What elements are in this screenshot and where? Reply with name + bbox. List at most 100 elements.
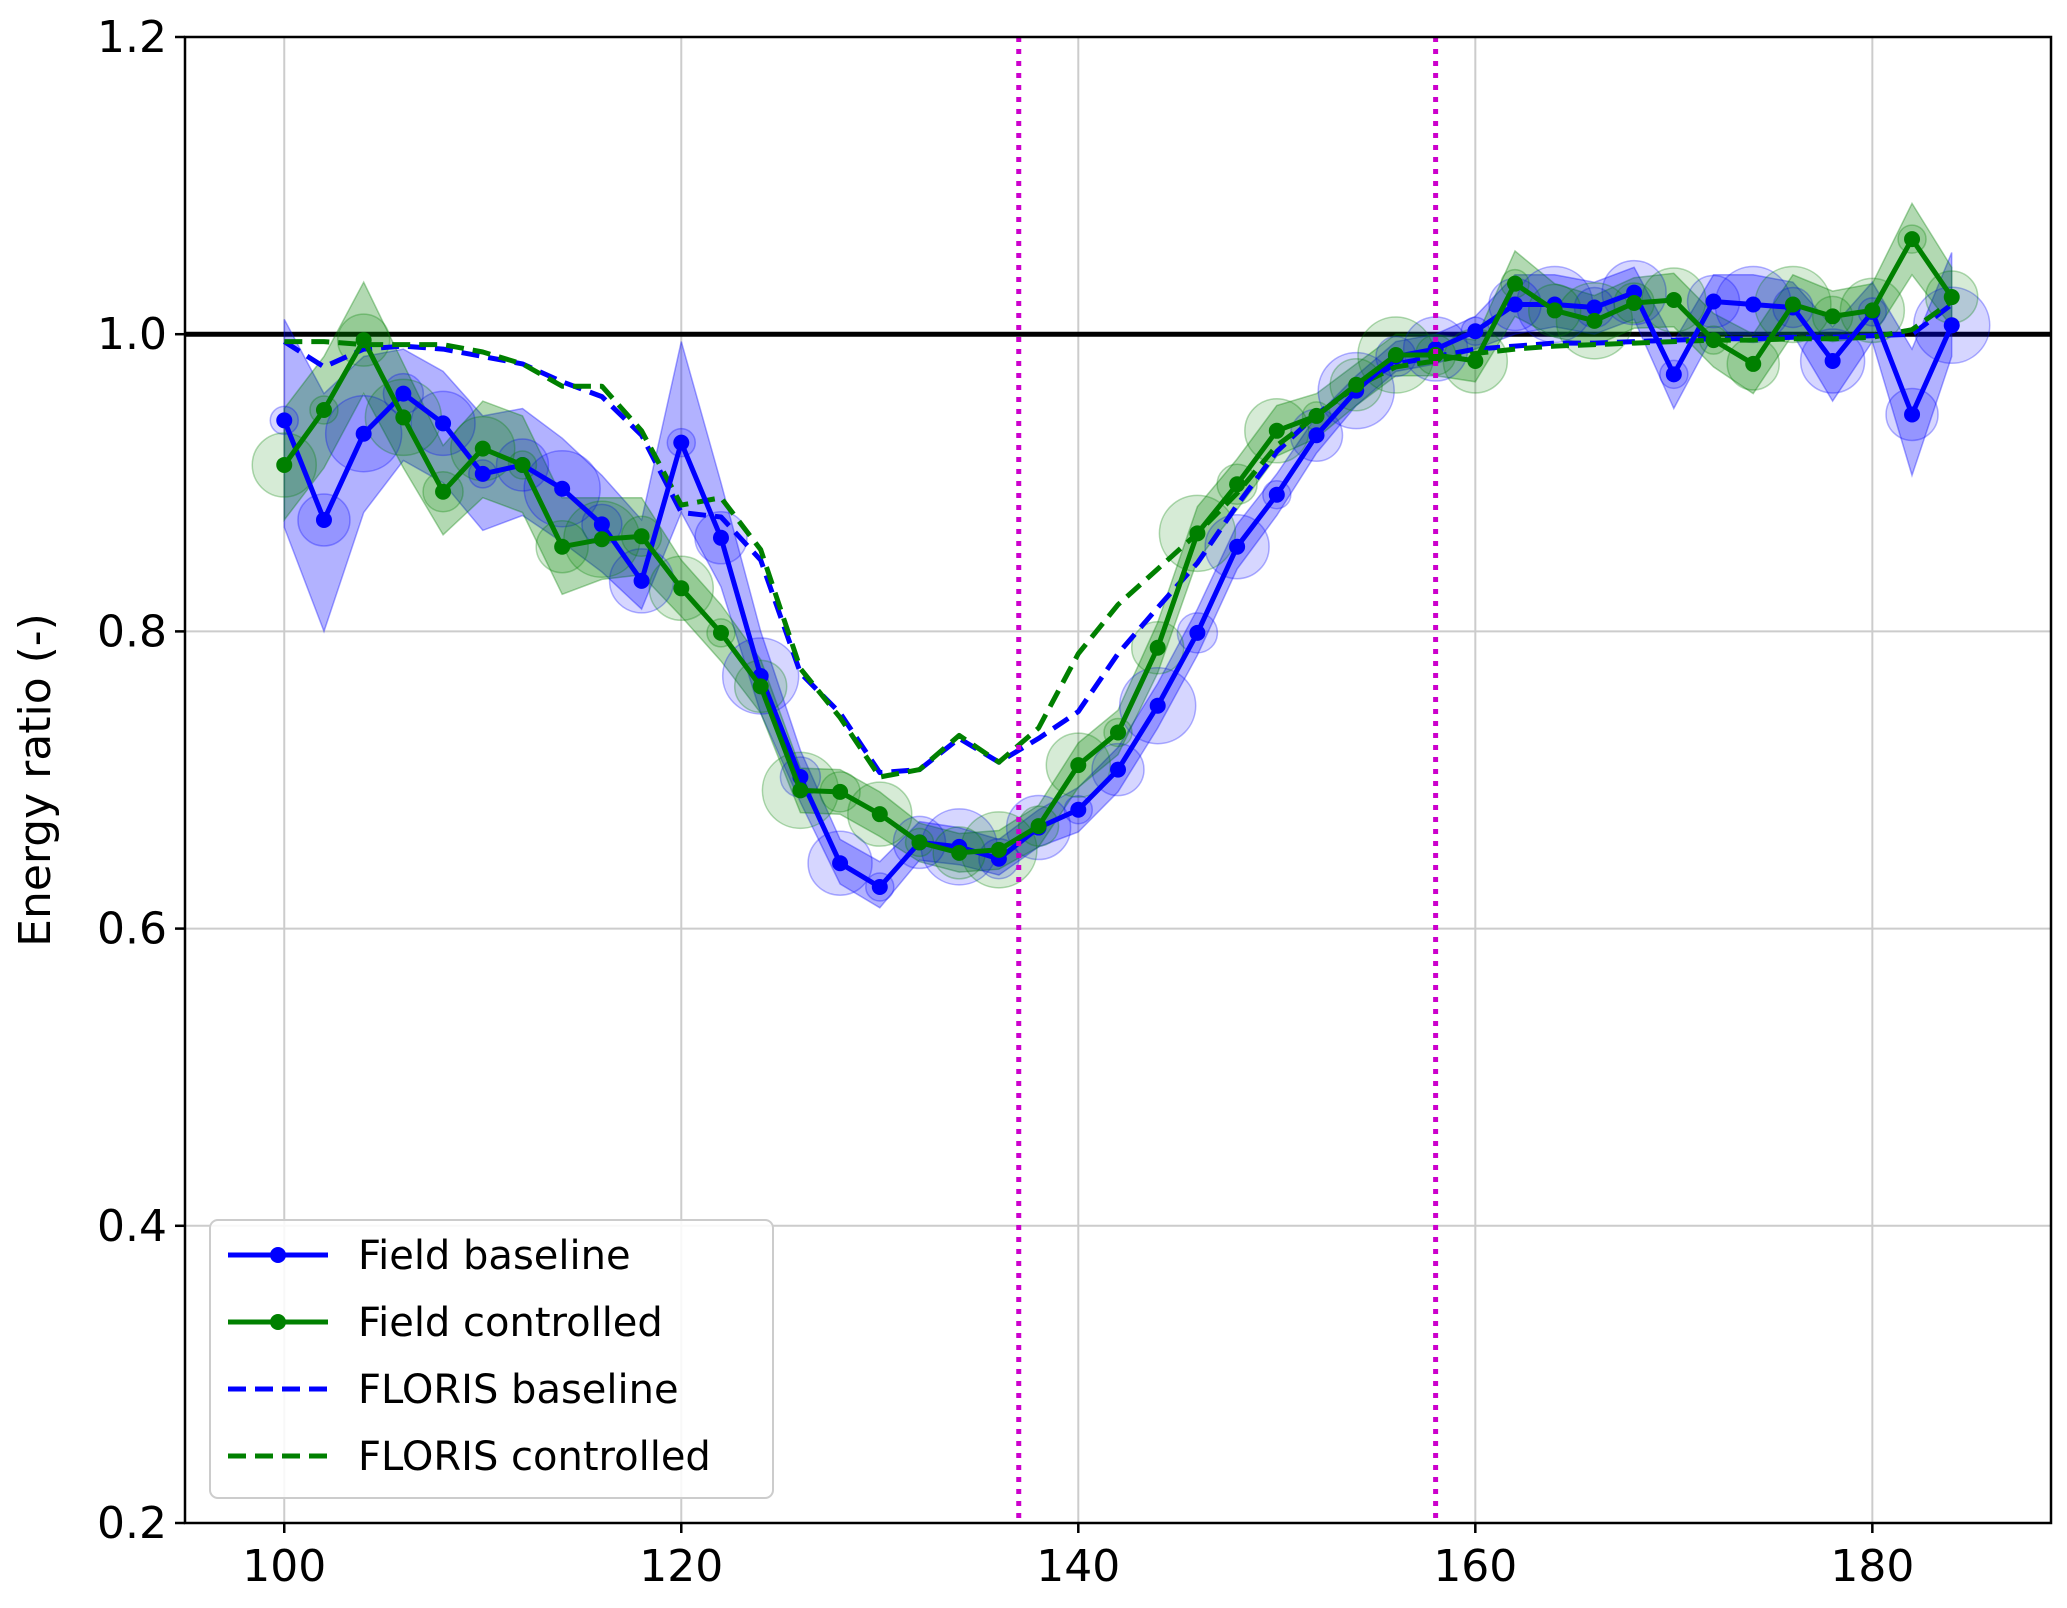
x-tick-label: 140 — [1036, 1541, 1120, 1592]
data-point-field-controlled — [514, 456, 531, 473]
data-point-field-controlled — [1665, 292, 1682, 309]
data-point-field-controlled — [1229, 476, 1246, 493]
plot-frame — [183, 35, 2053, 1525]
data-point-field-controlled — [1070, 757, 1087, 774]
data-point-field-baseline — [1943, 317, 1960, 334]
data-point-field-baseline — [276, 412, 293, 429]
data-point-field-controlled — [832, 783, 849, 800]
data-point-field-baseline — [1308, 427, 1325, 444]
data-point-field-controlled — [1745, 355, 1762, 372]
data-point-field-controlled — [355, 332, 372, 349]
data-point-field-controlled — [1705, 332, 1722, 349]
data-point-field-controlled — [1626, 294, 1643, 311]
data-point-field-controlled — [1268, 422, 1285, 439]
data-point-field-baseline — [1149, 697, 1166, 714]
x-tick-label: 100 — [242, 1541, 326, 1592]
y-axis-title: Energy ratio (-) — [10, 613, 61, 947]
data-point-field-controlled — [871, 806, 888, 823]
data-point-field-controlled — [1149, 639, 1166, 656]
data-point-field-baseline — [1824, 352, 1841, 369]
data-point-field-controlled — [1189, 525, 1206, 542]
data-point-field-baseline — [1904, 406, 1921, 423]
data-point-field-controlled — [1943, 289, 1960, 306]
data-point-field-controlled — [1030, 818, 1047, 835]
data-point-field-controlled — [474, 440, 491, 457]
data-point-field-baseline — [832, 855, 849, 872]
y-tick-label: 0.4 — [97, 1201, 167, 1252]
data-point-field-controlled — [1586, 312, 1603, 329]
data-point-field-baseline — [593, 516, 610, 533]
data-point-field-controlled — [1427, 347, 1444, 364]
data-point-field-baseline — [1705, 293, 1722, 310]
data-point-field-baseline — [1268, 486, 1285, 503]
legend-label-field-baseline: Field baseline — [358, 1233, 631, 1279]
x-tick-label: 180 — [1830, 1541, 1914, 1592]
data-point-field-baseline — [1467, 323, 1484, 340]
legend: Field baseline Field controlled FLORIS bas… — [209, 1219, 774, 1499]
data-point-field-controlled — [712, 624, 729, 641]
x-tick-label: 160 — [1433, 1541, 1517, 1592]
data-point-field-controlled — [792, 782, 809, 799]
data-point-field-baseline — [435, 415, 452, 432]
data-point-field-controlled — [1467, 352, 1484, 369]
data-point-field-controlled — [1904, 231, 1921, 248]
data-point-field-baseline — [355, 425, 372, 442]
y-tick-label: 1.0 — [97, 309, 167, 360]
data-point-field-controlled — [1110, 724, 1126, 741]
data-point-field-controlled — [752, 678, 769, 695]
data-point-field-controlled — [990, 841, 1007, 858]
legend-box — [209, 1219, 774, 1499]
data-point-field-baseline — [395, 385, 412, 402]
data-point-field-baseline — [1745, 296, 1762, 313]
series-line-floris-controlled — [284, 299, 1954, 780]
data-point-field-controlled — [554, 538, 571, 555]
data-point-field-baseline — [1070, 801, 1087, 818]
x-tick-label: 120 — [639, 1541, 723, 1592]
data-point-field-baseline — [1586, 299, 1603, 316]
data-point-field-baseline — [633, 572, 650, 589]
legend-label-floris-controlled: FLORIS controlled — [358, 1434, 711, 1480]
bubbles-layer — [251, 224, 1991, 902]
data-point-field-controlled — [951, 844, 968, 861]
data-point-field-controlled — [395, 409, 412, 426]
tick-layer: 100 120 140 160 180 0.2 0.4 0.6 0.8 1.0 1.2 — [97, 12, 1914, 1592]
legend-label-field-controlled: Field controlled — [358, 1300, 663, 1346]
vertical-lines — [1016, 37, 1439, 1523]
data-point-field-baseline — [712, 529, 729, 546]
data-point-field-controlled — [1824, 308, 1841, 325]
band-field-baseline — [283, 252, 1953, 909]
data-point-field-controlled — [1348, 376, 1365, 393]
data-point-field-controlled — [1387, 347, 1404, 364]
legend-marker-field-baseline — [270, 1247, 286, 1263]
data-point-field-baseline — [315, 511, 332, 528]
data-point-field-controlled — [315, 401, 332, 418]
data-point-field-controlled — [1784, 296, 1801, 313]
data-point-field-controlled — [1308, 407, 1325, 424]
data-point-field-controlled — [673, 580, 690, 597]
legend-marker-field-controlled — [270, 1314, 286, 1330]
data-point-field-controlled — [593, 531, 610, 548]
y-tick-label: 1.2 — [97, 12, 167, 63]
data-point-field-controlled — [633, 528, 650, 545]
y-tick-label: 0.6 — [97, 904, 167, 955]
series-line-field-baseline — [281, 290, 1954, 890]
data-point-field-baseline — [554, 480, 571, 497]
data-point-field-controlled — [911, 834, 928, 851]
data-point-field-baseline — [1665, 366, 1682, 383]
data-point-field-baseline — [871, 878, 888, 895]
data-point-field-baseline — [474, 465, 491, 482]
data-point-field-controlled — [1546, 302, 1563, 319]
data-point-field-baseline — [1229, 538, 1246, 555]
data-point-field-controlled — [1507, 275, 1524, 292]
series-layer — [276, 231, 1960, 895]
data-point-field-controlled — [276, 456, 293, 473]
data-point-field-controlled — [1864, 302, 1881, 319]
data-point-field-baseline — [1507, 296, 1524, 313]
data-point-field-baseline — [1110, 761, 1126, 778]
data-point-field-baseline — [1189, 624, 1206, 641]
y-tick-label: 0.8 — [97, 606, 167, 657]
data-point-field-controlled — [435, 483, 452, 500]
y-tick-label: 0.2 — [97, 1498, 167, 1549]
